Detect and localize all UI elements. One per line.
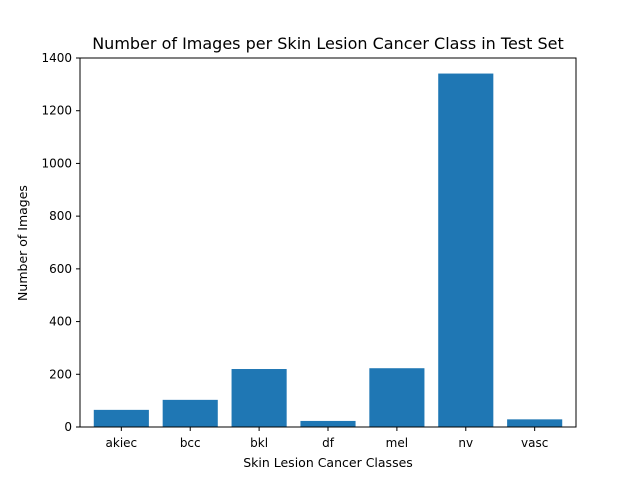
y-tick-label: 1200 <box>41 104 72 118</box>
bar-bkl <box>231 369 287 427</box>
x-axis-label: Skin Lesion Cancer Classes <box>243 455 413 470</box>
bar-df <box>300 420 356 427</box>
y-axis-label: Number of Images <box>15 185 30 301</box>
chart-title: Number of Images per Skin Lesion Cancer … <box>92 34 564 53</box>
bar-nv <box>438 73 494 427</box>
bar-vasc <box>507 419 563 427</box>
plot-frame <box>79 57 577 428</box>
x-tick-label: akiec <box>106 436 138 450</box>
y-tick-label: 600 <box>49 262 72 276</box>
x-tick-label: bkl <box>250 436 268 450</box>
bars-group <box>93 73 563 427</box>
y-ticks-group: 0 200 400 600 800 1000 1200 1400 <box>41 51 80 434</box>
x-tick-label: df <box>322 436 335 450</box>
bar-akiec <box>93 409 149 427</box>
x-tick-label: vasc <box>521 436 548 450</box>
y-tick-label: 1400 <box>41 51 72 65</box>
y-tick-label: 200 <box>49 367 72 381</box>
y-tick-label: 400 <box>49 315 72 329</box>
y-tick-label: 1000 <box>41 156 72 170</box>
bar-bcc <box>162 399 218 427</box>
bar-mel <box>369 368 425 427</box>
x-tick-label: nv <box>458 436 473 450</box>
y-tick-label: 0 <box>64 420 72 434</box>
x-ticks-group: akiec bcc bkl df mel nv vasc <box>106 427 548 450</box>
x-tick-label: bcc <box>180 436 201 450</box>
y-tick-label: 800 <box>49 209 72 223</box>
x-tick-label: mel <box>386 436 408 450</box>
